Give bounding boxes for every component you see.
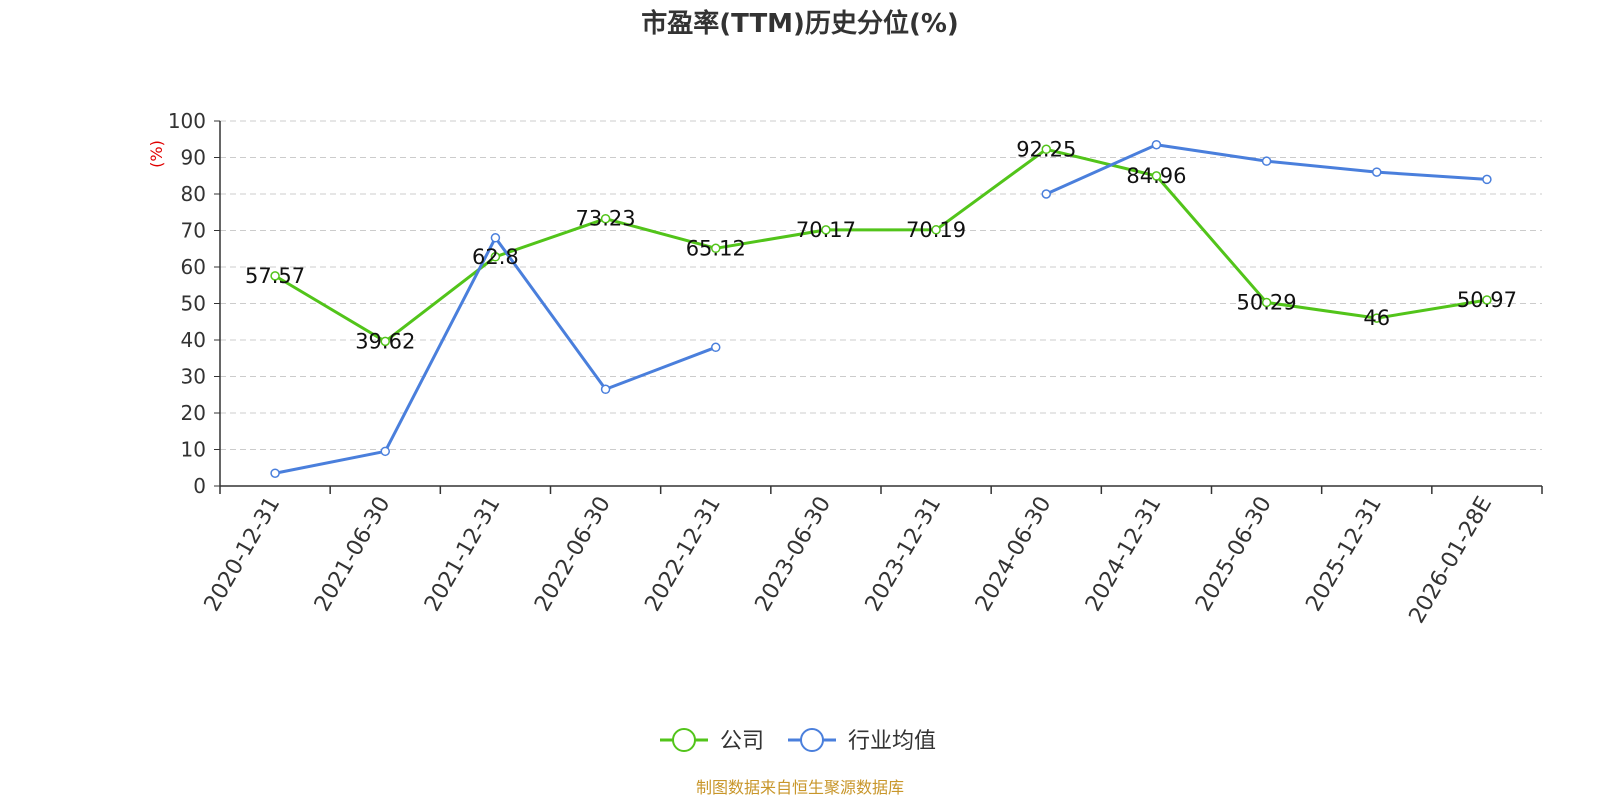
grid-lines xyxy=(220,120,1542,450)
legend-company-label: 公司 xyxy=(720,729,764,754)
x-tick-label: 2023-06-30 xyxy=(751,493,837,616)
data-label: 70.19 xyxy=(906,218,966,242)
chart-title: 市盈率(TTM)历史分位(%) xyxy=(641,8,959,39)
x-tick-label: 2023-12-31 xyxy=(861,492,947,615)
x-tick-label: 2025-06-30 xyxy=(1191,493,1277,616)
x-tick-labels: 2020-12-31 2021-06-30 2021-12-31 2022-06-30… xyxy=(200,492,1497,627)
y-tick-label: 20 xyxy=(181,401,206,425)
industry-point xyxy=(1261,156,1272,166)
x-tick-label: 2021-12-31 xyxy=(420,492,506,615)
y-tick-label: 70 xyxy=(181,219,206,243)
x-tick-label: 2021-06-30 xyxy=(310,493,396,616)
data-label: 39.62 xyxy=(355,329,415,353)
industry-point xyxy=(1151,139,1162,150)
company-point xyxy=(270,271,280,281)
legend[interactable]: 公司 行业均值 xyxy=(660,728,936,754)
series-points xyxy=(270,139,1492,478)
x-tick-label: 2024-12-31 xyxy=(1081,493,1167,616)
data-label: 62.8 xyxy=(472,245,519,269)
data-label: 57.57 xyxy=(245,264,305,288)
industry-point xyxy=(490,233,501,243)
company-point xyxy=(1041,144,1051,155)
industry-line xyxy=(274,236,717,475)
data-label: 65.12 xyxy=(686,236,746,260)
data-label: 70.17 xyxy=(796,218,856,242)
legend-item-company[interactable]: 公司 xyxy=(660,728,764,754)
data-label: 84.96 xyxy=(1126,164,1186,188)
company-point xyxy=(711,243,721,254)
industry-point xyxy=(270,468,280,478)
company-point xyxy=(1261,297,1272,308)
y-tick-label: 10 xyxy=(181,438,206,462)
industry-point xyxy=(1041,189,1051,199)
industry-point xyxy=(600,384,611,395)
x-tick-label: 2022-06-30 xyxy=(530,493,616,616)
company-point xyxy=(1151,171,1162,181)
company-point xyxy=(931,225,941,235)
y-tick-label: 80 xyxy=(181,182,206,206)
legend-industry-label: 行业均值 xyxy=(848,729,936,754)
source-note: 制图数据来自恒生聚源数据库 xyxy=(696,778,904,797)
x-tick-label: 2022-12-31 xyxy=(640,493,726,616)
industry-point xyxy=(711,342,721,353)
data-label: 73.23 xyxy=(576,207,636,231)
y-tick-label: 40 xyxy=(181,328,206,352)
data-label: 50.97 xyxy=(1457,288,1517,312)
y-tick-label: 50 xyxy=(181,292,206,316)
company-point xyxy=(821,225,831,235)
y-tick-label: 60 xyxy=(181,255,206,279)
y-tick-label: 0 xyxy=(193,474,206,498)
industry-point xyxy=(1482,174,1492,185)
industry-point xyxy=(1372,167,1382,177)
x-tick-label: 2020-12-31 xyxy=(200,493,286,616)
company-point xyxy=(380,336,390,347)
industry-point xyxy=(380,446,390,457)
y-tick-label: 90 xyxy=(181,146,206,170)
legend-item-industry[interactable]: 行业均值 xyxy=(788,728,936,754)
company-point xyxy=(1372,313,1382,323)
x-tick-label: 2024-06-30 xyxy=(971,493,1057,616)
y-tick-label: 30 xyxy=(181,365,206,389)
data-labels: 57.57 39.62 62.8 73.23 65.12 70.17 70.19 92.25 8… xyxy=(245,137,1517,353)
axes xyxy=(219,121,1543,494)
data-label: 50.29 xyxy=(1237,290,1297,314)
x-tick-label: 2025-12-31 xyxy=(1301,493,1387,616)
y-tick-label: 100 xyxy=(168,109,206,133)
company-point xyxy=(490,252,501,262)
legend-company-marker xyxy=(672,728,696,752)
y-tick-labels: 0 10 20 30 40 50 60 70 80 90 100 xyxy=(168,109,220,498)
data-label: 92.25 xyxy=(1016,137,1076,161)
industry-line xyxy=(1045,143,1488,196)
company-point xyxy=(1482,295,1492,305)
y-axis-unit: (%) xyxy=(147,140,166,168)
company-point xyxy=(600,213,611,224)
x-tick-label: 2026-01-28E xyxy=(1405,493,1498,628)
data-label: 46 xyxy=(1363,306,1390,330)
legend-industry-marker xyxy=(800,728,824,752)
